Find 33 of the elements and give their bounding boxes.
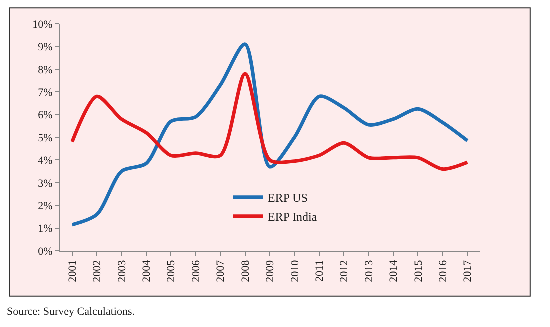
y-tick-label: 9%: [38, 42, 53, 54]
x-tick-label: 2003: [116, 260, 128, 282]
legend-label: ERP India: [268, 210, 318, 224]
x-tick-label: 2010: [289, 260, 302, 282]
x-tick-label: 2005: [166, 260, 178, 282]
x-tick-label: 2007: [215, 260, 228, 282]
legend-label: ERP US: [268, 191, 308, 206]
x-tick-label: 2004: [141, 260, 154, 282]
line-series: [70, 72, 470, 172]
x-tick-label: 2014: [388, 260, 400, 282]
x-tick-label: 2001: [66, 260, 79, 282]
x-tick-label: 2008: [240, 260, 252, 282]
y-tick-label: 10%: [32, 18, 53, 31]
x-tick-label: 2006: [190, 260, 202, 282]
y-tick-label: 6%: [38, 110, 53, 122]
y-tick-label: 2%: [38, 200, 53, 212]
x-tick-label: 2002: [92, 260, 104, 282]
line-series: [70, 42, 470, 227]
source-note: Source: Survey Calculations.: [7, 306, 136, 318]
y-tick-label: 5%: [38, 132, 53, 144]
y-tick-label: 8%: [38, 64, 53, 76]
x-tick-label: 2012: [338, 260, 351, 282]
x-tick-label: 2016: [438, 260, 450, 282]
y-tick-label: 3%: [38, 178, 53, 190]
x-tick-label: 2009: [264, 260, 277, 282]
x-tick-label: 2011: [314, 260, 326, 282]
x-tick-label: 2017: [462, 260, 474, 282]
y-tick-label: 7%: [38, 86, 53, 99]
x-tick-label: 2015: [412, 260, 425, 282]
y-tick-label: 0%: [38, 246, 53, 258]
y-tick-label: 4%: [38, 155, 53, 168]
x-tick-label: 2013: [363, 260, 376, 282]
y-tick-label: 1%: [38, 223, 53, 236]
